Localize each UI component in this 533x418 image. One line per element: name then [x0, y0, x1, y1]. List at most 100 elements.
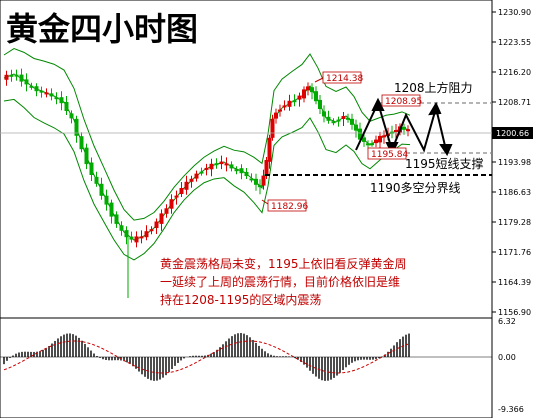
candle-body	[159, 213, 164, 224]
candle-body	[209, 163, 214, 170]
macd-panel-frame	[0, 317, 493, 418]
current-price-badge: 1200.66	[492, 127, 533, 139]
candle-body	[267, 137, 272, 162]
price-tick-label: 1186.63	[498, 188, 531, 197]
candle-body	[214, 163, 219, 166]
candle-body	[94, 176, 99, 184]
candle-body	[174, 195, 179, 198]
candle-body	[104, 195, 109, 205]
annotation-support: 1195短线支撑	[405, 156, 484, 171]
price-tick-label: 1193.98	[498, 158, 531, 167]
candle-body	[362, 137, 366, 142]
candle-body	[336, 119, 341, 122]
band-lower	[3, 98, 411, 261]
price-tick-label: 1216.20	[498, 68, 531, 77]
candle-body	[394, 130, 398, 132]
candle-body	[134, 236, 139, 243]
candle-body	[258, 185, 262, 188]
price-tick-label: 1164.39	[498, 278, 531, 287]
candle-body	[234, 169, 239, 172]
price-axis: 1230.90 1223.55 1216.20 1208.71 1200.66 1193.…	[492, 8, 531, 317]
candle-body	[366, 143, 370, 146]
candle-body	[402, 126, 406, 130]
candle-body	[89, 162, 94, 175]
candle-body	[374, 139, 378, 144]
candle-body	[322, 111, 326, 117]
candle-body	[249, 178, 254, 181]
candle-body	[69, 113, 74, 119]
annotation-resistance: 1208上方阻力	[394, 80, 473, 95]
svg-text:1200.66: 1200.66	[496, 129, 529, 138]
candle-body	[29, 85, 34, 88]
candle-body	[194, 173, 199, 179]
candle-body	[14, 74, 19, 77]
candle-body	[326, 116, 331, 121]
band-upper	[3, 48, 411, 221]
svg-text:1214.38: 1214.38	[326, 74, 363, 84]
candle-body	[74, 118, 79, 136]
macd-tick-label: -9.366	[498, 405, 524, 414]
candle-body	[169, 199, 174, 209]
candle-body	[219, 161, 224, 165]
candle-body	[254, 178, 258, 185]
marker-recent-high: 1208.95	[381, 94, 422, 107]
macd-axis: 6.32 0.00 -9.366	[498, 317, 524, 414]
price-tick-label: 1171.76	[498, 248, 531, 257]
candle-body	[239, 168, 244, 174]
candle-body	[189, 178, 194, 182]
commentary-line-2: 一延续了上周的震荡行情，目前价格依旧是维	[160, 274, 400, 289]
candle-body	[139, 236, 144, 239]
candle-body	[204, 167, 209, 170]
candle-body	[310, 87, 314, 93]
candle-body	[114, 214, 119, 224]
candle-body	[149, 229, 154, 232]
candle-body	[184, 181, 189, 190]
candle-body	[358, 128, 362, 140]
chart-title: 黄金四小时图	[6, 10, 198, 48]
candle-body	[370, 143, 374, 146]
candle-body	[59, 97, 64, 104]
candle-body	[270, 118, 275, 138]
marker-recent-low: 1195.84	[367, 147, 408, 160]
candle-body	[297, 95, 302, 100]
marker-high: 1214.38	[314, 71, 363, 84]
candle-body	[34, 86, 39, 92]
candle-body	[39, 90, 44, 93]
candle-body	[292, 100, 297, 103]
marker-low: 1182.96	[261, 199, 308, 212]
svg-text:1208.95: 1208.95	[385, 97, 422, 107]
candle-body	[19, 74, 24, 82]
commentary-line-3: 持在1208-1195的区域内震荡	[160, 292, 321, 307]
candle-body	[79, 136, 84, 150]
svg-text:1182.96: 1182.96	[271, 202, 308, 212]
candle-body	[144, 231, 149, 238]
candle-body	[199, 171, 204, 174]
candle-body	[314, 91, 318, 102]
candle-body	[154, 221, 159, 228]
candle-body	[124, 230, 129, 238]
candle-body	[109, 202, 114, 217]
candle-body	[382, 135, 386, 138]
candle-body	[341, 116, 346, 119]
candle-body	[244, 172, 249, 176]
candle-body	[164, 208, 169, 214]
macd-tick-label: 0.00	[498, 353, 516, 362]
candle-body	[179, 188, 184, 194]
candles	[4, 68, 410, 298]
price-tick-label: 1156.90	[498, 308, 531, 317]
candle-body	[282, 105, 287, 108]
candle-body	[84, 147, 89, 165]
candle-body	[4, 74, 9, 80]
price-tick-label: 1230.90	[498, 8, 531, 17]
candle-body	[119, 225, 124, 231]
candle-body	[406, 129, 410, 132]
candle-body	[54, 97, 59, 100]
candle-body	[287, 100, 292, 107]
candle-body	[49, 93, 54, 97]
candle-body	[278, 109, 282, 112]
commentary-box	[155, 253, 490, 309]
candle-body	[318, 100, 322, 109]
price-tick-label: 1208.71	[498, 98, 531, 107]
macd-histogram	[0, 333, 492, 381]
